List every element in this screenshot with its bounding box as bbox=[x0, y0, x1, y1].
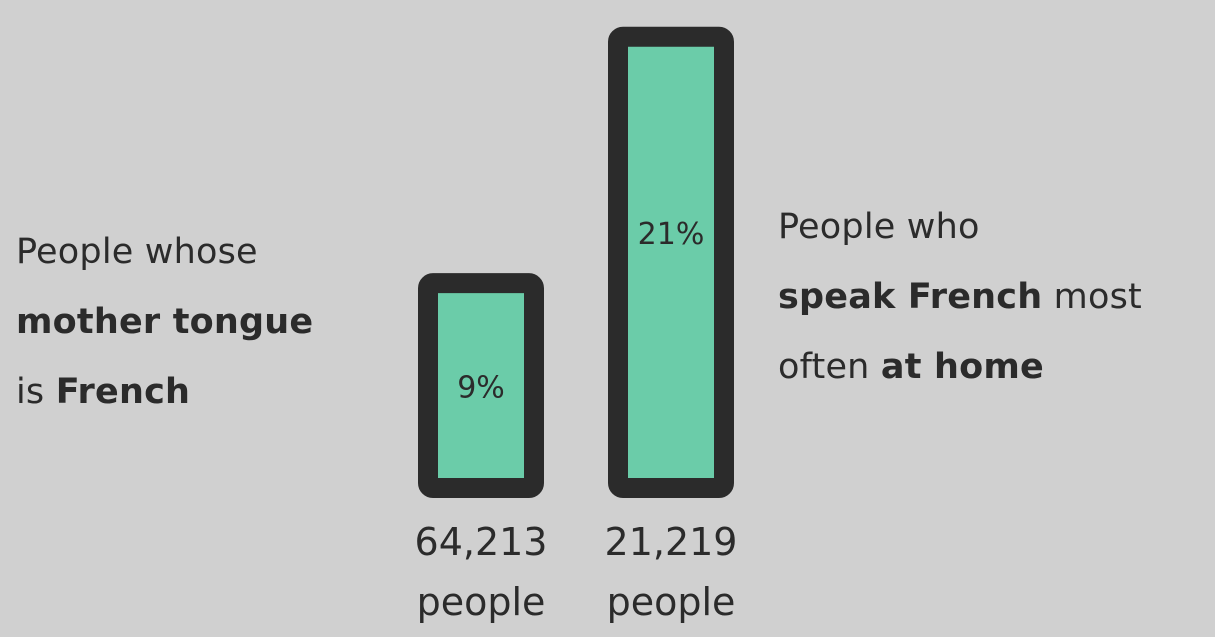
count-label-2: 21,219 people bbox=[586, 512, 756, 632]
left-category-label: People whose mother tongue is French bbox=[16, 217, 313, 427]
right-label-line-3: often at home bbox=[778, 332, 1142, 402]
bar-2 bbox=[608, 26, 734, 498]
left-label-bold-mother-tongue: mother tongue bbox=[16, 302, 314, 342]
bar-1 bbox=[418, 273, 544, 498]
right-label-prefix: often bbox=[778, 347, 881, 387]
right-category-label: People who speak French most often at ho… bbox=[778, 192, 1142, 402]
right-label-bold-at-home: at home bbox=[880, 347, 1044, 387]
count-number-2: 21,219 bbox=[604, 520, 738, 564]
right-label-suffix: most bbox=[1042, 277, 1142, 317]
bar-value-label-2: 21% bbox=[638, 217, 705, 252]
left-label-line-1: People whose bbox=[16, 232, 258, 272]
bar-value-label-1: 9% bbox=[457, 371, 505, 406]
right-label-line-1: People who bbox=[778, 207, 980, 247]
count-unit-2: people bbox=[606, 580, 736, 624]
left-label-prefix: is bbox=[16, 372, 56, 412]
right-label-bold-speak-french: speak French bbox=[778, 277, 1043, 317]
count-unit-1: people bbox=[416, 580, 546, 624]
left-label-line-3: is French bbox=[16, 357, 313, 427]
right-label-line-2: speak French most bbox=[778, 262, 1142, 332]
left-label-line-2: mother tongue bbox=[16, 287, 313, 357]
count-number-1: 64,213 bbox=[414, 520, 548, 564]
count-label-1: 64,213 people bbox=[396, 512, 566, 632]
left-label-bold-french: French bbox=[55, 372, 191, 412]
